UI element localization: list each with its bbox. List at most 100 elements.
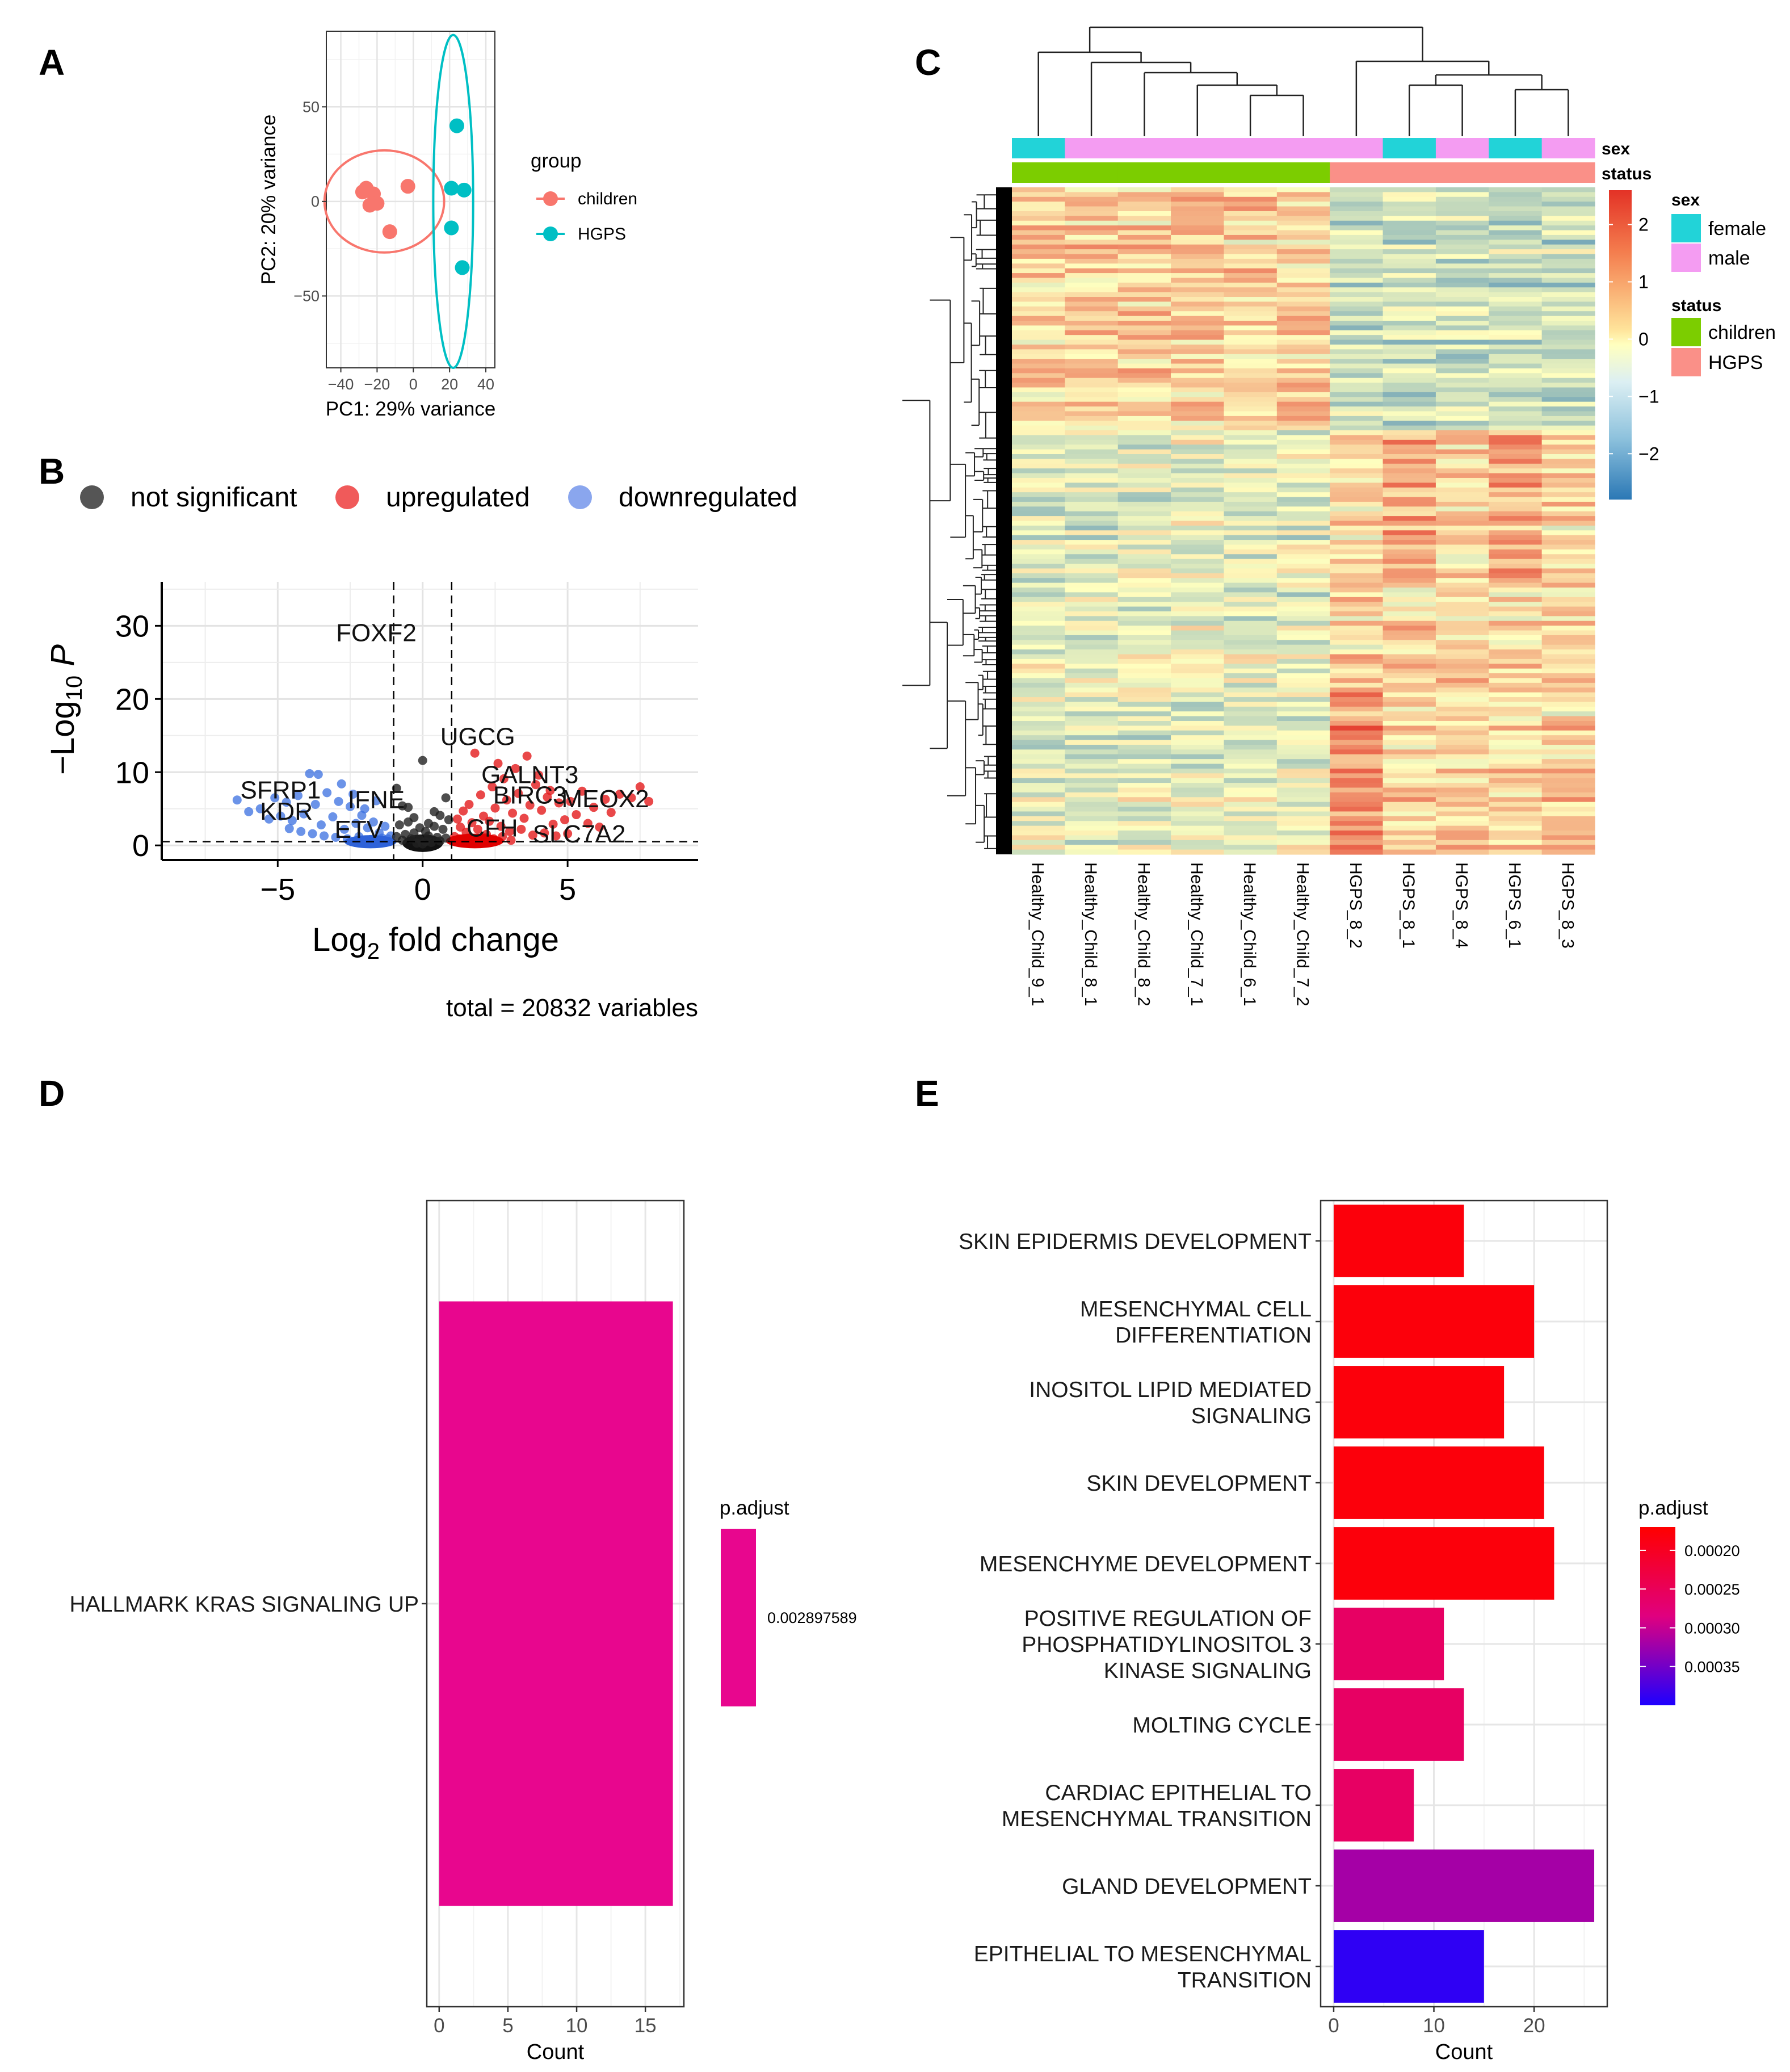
heatmap-cell bbox=[1224, 544, 1278, 550]
heatmap-cell bbox=[1065, 807, 1119, 812]
heatmap-cell bbox=[1330, 292, 1384, 297]
heatmap-cell bbox=[1012, 649, 1065, 655]
heatmap-cell bbox=[1012, 196, 1065, 202]
heatmap-cell bbox=[1541, 840, 1595, 845]
heatmap-cell bbox=[1012, 278, 1065, 283]
heatmap-cell bbox=[1435, 258, 1489, 264]
heatmap-cell bbox=[1224, 835, 1278, 841]
heatmap-cell bbox=[1012, 321, 1065, 326]
heatmap-cell bbox=[1383, 554, 1436, 560]
heatmap-cell bbox=[1541, 716, 1595, 722]
pca-y-tick-label: 0 bbox=[311, 193, 320, 210]
heatmap-cell bbox=[1435, 816, 1489, 821]
heatmap-cell bbox=[1541, 249, 1595, 255]
heatmap-cell bbox=[1383, 401, 1436, 407]
heatmap-cell bbox=[1224, 673, 1278, 679]
heatmap-cell bbox=[1541, 202, 1595, 207]
heatmap-cell bbox=[1171, 406, 1225, 412]
heatmap-cell bbox=[1171, 368, 1225, 374]
heatmap-cell bbox=[1012, 344, 1065, 350]
heatmap-cell bbox=[1489, 325, 1543, 331]
heatmap-cell bbox=[1435, 339, 1489, 345]
heatmap-cell bbox=[1330, 187, 1384, 192]
heatmap-cell bbox=[1489, 206, 1543, 212]
heatmap-cell bbox=[1276, 749, 1330, 755]
heatmap-cell bbox=[1276, 206, 1330, 212]
heatmap-cell bbox=[1012, 206, 1065, 212]
heatmap-cell bbox=[1065, 706, 1119, 712]
heatmap-cell bbox=[1171, 725, 1225, 731]
heatmap-cell bbox=[1383, 845, 1436, 850]
heatmap-cell bbox=[1224, 664, 1278, 669]
heatmap-cell bbox=[1435, 378, 1489, 383]
heatmap-column-label: HGPS_8_3 bbox=[1558, 862, 1577, 949]
heatmap-cell bbox=[1224, 373, 1278, 379]
heatmap-cell bbox=[1012, 559, 1065, 564]
heatmap-cell bbox=[1541, 211, 1595, 216]
heatmap-cell bbox=[1383, 835, 1436, 841]
heatmap-cell bbox=[1276, 687, 1330, 693]
heatmap-cell bbox=[1012, 616, 1065, 622]
heatmap-cell bbox=[1224, 535, 1278, 540]
heatmap-cell bbox=[1541, 544, 1595, 550]
heatmap-cell bbox=[1171, 311, 1225, 317]
heatmap-cell bbox=[1276, 716, 1330, 722]
heatmap-cell bbox=[1117, 787, 1171, 793]
heatmap-cell bbox=[1224, 397, 1278, 402]
heatmap-cell bbox=[1330, 316, 1384, 321]
heatmap-sex-legend-label-male: male bbox=[1708, 248, 1750, 269]
heatmap-cell bbox=[1012, 716, 1065, 722]
heatmap-cell bbox=[1489, 335, 1543, 341]
heatmap-cell bbox=[1117, 535, 1171, 540]
heatmap-cell bbox=[1330, 406, 1384, 412]
heatmap-cell bbox=[1171, 487, 1225, 493]
heatmap-cell bbox=[1065, 668, 1119, 674]
heatmap-cell bbox=[1435, 321, 1489, 326]
heatmap-cell bbox=[1012, 759, 1065, 765]
heatmap-cell bbox=[1276, 602, 1330, 607]
heatmap-cell bbox=[1541, 831, 1595, 836]
heatmap-cell bbox=[1330, 449, 1384, 455]
heatmap-cell bbox=[1171, 787, 1225, 793]
heatmap-cell bbox=[1489, 316, 1543, 321]
heatmap-cell bbox=[1330, 773, 1384, 779]
heatmap-cell bbox=[1065, 730, 1119, 736]
heatmap-cell bbox=[1012, 821, 1065, 827]
heatmap-cell bbox=[1117, 611, 1171, 616]
heatmap-cell bbox=[1383, 368, 1436, 374]
heatmap-cell bbox=[1171, 501, 1225, 507]
heatmap-cell bbox=[1541, 406, 1595, 412]
heatmap-cell bbox=[1383, 406, 1436, 412]
heatmap-cell bbox=[1276, 692, 1330, 698]
heatmap-cell bbox=[1224, 449, 1278, 455]
heatmap-cell bbox=[1224, 249, 1278, 255]
heatmap-cell bbox=[1224, 273, 1278, 279]
heatmap-cell bbox=[1435, 649, 1489, 655]
heatmap-cell bbox=[1541, 635, 1595, 640]
heatmap-cell bbox=[1012, 554, 1065, 560]
heatmap-cell bbox=[1117, 278, 1171, 283]
heatmap-cell bbox=[1489, 568, 1543, 574]
heatmap-cell bbox=[1012, 740, 1065, 745]
heatmap-cell bbox=[1383, 344, 1436, 350]
heatmap-cell bbox=[1330, 831, 1384, 836]
heatmap-cell bbox=[1224, 626, 1278, 631]
heatmap-cell bbox=[1065, 525, 1119, 531]
heatmap-cell bbox=[1224, 392, 1278, 397]
pca-legend-label-hgps: HGPS bbox=[578, 225, 626, 244]
heatmap-cell bbox=[1541, 254, 1595, 259]
heatmap-status-legend-title: status bbox=[1671, 296, 1721, 315]
heatmap-cell bbox=[1065, 501, 1119, 507]
heatmap-cell bbox=[1276, 768, 1330, 774]
heatmap-cell bbox=[1330, 321, 1384, 326]
heatmap-cell bbox=[1224, 411, 1278, 417]
heatmap-cell bbox=[1489, 554, 1543, 560]
heatmap-cell bbox=[1541, 530, 1595, 536]
heatmap-cell bbox=[1117, 421, 1171, 426]
heatmap-cell bbox=[1117, 682, 1171, 688]
heatmap-cell bbox=[1117, 783, 1171, 788]
heatmap-cell bbox=[1065, 773, 1119, 779]
heatmap-cell bbox=[1435, 787, 1489, 793]
pca-panel-border bbox=[326, 31, 495, 368]
heatmap-cell bbox=[1383, 668, 1436, 674]
